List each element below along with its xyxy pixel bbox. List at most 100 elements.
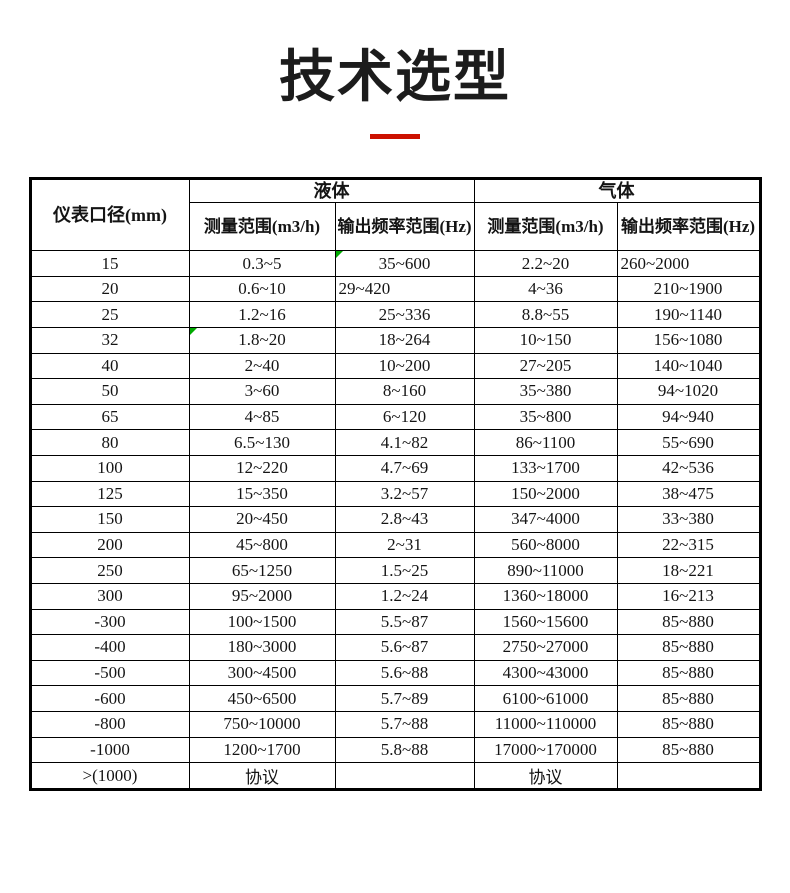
cell-value: 2.2~20 xyxy=(521,253,570,273)
gas-range-cell: 27~205 xyxy=(473,352,618,380)
cell-value: 65~1250 xyxy=(231,560,293,580)
cell-value: 40 xyxy=(101,355,119,375)
liquid-range-cell: 20~450 xyxy=(188,506,336,533)
diameter-cell: 40 xyxy=(29,352,190,380)
table-row: -300 100~1500 5.5~87 1560~15600 85~880 xyxy=(29,608,761,636)
gas-frequency-cell: 94~940 xyxy=(616,403,761,431)
liquid-frequency-cell: 5.7~89 xyxy=(334,685,475,712)
cell-value: 15 xyxy=(101,253,119,273)
diameter-cell: 300 xyxy=(29,582,190,610)
green-triangle-icon xyxy=(190,328,197,335)
cell-value: 260~2000 xyxy=(620,253,690,273)
table-row: 100 12~220 4.7~69 133~1700 42~536 xyxy=(29,454,761,482)
cell-value: 45~800 xyxy=(236,535,288,555)
page-title: 技术选型 xyxy=(279,45,511,108)
cell-value: 8~160 xyxy=(382,381,427,401)
liquid-frequency-cell: 1.5~25 xyxy=(334,557,475,584)
cell-value: 300~4500 xyxy=(227,663,297,683)
cell-value: 94~1020 xyxy=(657,381,719,401)
cell-value: 347~4000 xyxy=(511,509,580,529)
cell-value: 94~940 xyxy=(662,407,714,427)
liquid-frequency-header: 输出频率范围(Hz) xyxy=(334,202,475,252)
gas-frequency-cell: 85~880 xyxy=(616,736,761,764)
cell-value: 3~60 xyxy=(244,381,280,401)
gas-range-cell: 8.8~55 xyxy=(473,301,618,328)
table-row: 300 95~2000 1.2~24 1360~18000 16~213 xyxy=(29,582,761,610)
cell-value: 18~264 xyxy=(378,330,431,350)
diameter-cell: 15 xyxy=(29,250,190,277)
diameter-cell: -300 xyxy=(29,608,190,636)
gas-frequency-cell: 85~880 xyxy=(616,608,761,636)
diameter-cell: 50 xyxy=(29,378,190,405)
gas-frequency-cell: 18~221 xyxy=(616,557,761,584)
table-row: 20 0.6~10 29~420 4~36 210~1900 xyxy=(29,275,761,303)
cell-value: 10~200 xyxy=(378,355,431,375)
title-underline-bar xyxy=(370,133,420,139)
cell-value: 1200~1700 xyxy=(223,739,301,759)
cell-value: 85~880 xyxy=(662,663,714,683)
liquid-range-cell: 95~2000 xyxy=(188,582,336,610)
cell-value: 85~880 xyxy=(662,688,714,708)
cell-value: 1.8~20 xyxy=(238,330,286,350)
liquid-range-cell: 4~85 xyxy=(188,403,336,431)
cell-value: 35~800 xyxy=(519,407,572,427)
gas-frequency-cell: 16~213 xyxy=(616,582,761,610)
gas-range-cell: 11000~110000 xyxy=(473,710,618,738)
cell-value: 180~3000 xyxy=(227,637,297,657)
table-row: 32 1.8~20 18~264 10~150 156~1080 xyxy=(29,327,761,354)
liquid-frequency-cell: 10~200 xyxy=(334,352,475,380)
liquid-group-header: 液体 xyxy=(188,177,475,204)
cell-value: 25~336 xyxy=(378,304,431,324)
cell-value: 1360~18000 xyxy=(502,586,589,606)
liquid-range-cell: 协议 xyxy=(188,762,336,791)
cell-value: 1.2~24 xyxy=(380,586,429,606)
diameter-cell: 150 xyxy=(29,506,190,533)
liquid-frequency-cell: 25~336 xyxy=(334,301,475,328)
cell-value: 1.5~25 xyxy=(380,560,429,580)
cell-value: -500 xyxy=(94,663,126,683)
gas-frequency-cell: 190~1140 xyxy=(616,301,761,328)
liquid-range-cell: 45~800 xyxy=(188,531,336,559)
cell-value: 4~85 xyxy=(244,407,280,427)
cell-value: 85~880 xyxy=(662,637,714,657)
cell-value: 200 xyxy=(97,535,123,555)
gas-range-cell: 2750~27000 xyxy=(473,634,618,661)
liquid-range-cell: 0.6~10 xyxy=(188,275,336,303)
liquid-range-header: 测量范围(m3/h) xyxy=(188,202,336,252)
gas-frequency-cell: 85~880 xyxy=(616,710,761,738)
cell-value: 133~1700 xyxy=(511,458,580,478)
diameter-cell: -400 xyxy=(29,634,190,661)
cell-value: 2~40 xyxy=(244,355,280,375)
cell-value: 协议 xyxy=(528,768,563,788)
cell-value: 50 xyxy=(101,381,119,401)
cell-value: 4~36 xyxy=(528,279,563,299)
cell-value: 750~10000 xyxy=(223,714,301,734)
cell-value: 65 xyxy=(101,407,119,427)
table-row: >(1000) 协议 协议 xyxy=(29,762,761,791)
diameter-cell: 200 xyxy=(29,531,190,559)
cell-value: 450~6500 xyxy=(227,688,297,708)
diameter-cell: -1000 xyxy=(29,736,190,764)
table-row: 200 45~800 2~31 560~8000 22~315 xyxy=(29,531,761,559)
cell-value: -600 xyxy=(94,688,126,708)
cell-value: 85~880 xyxy=(662,714,714,734)
gas-range-cell: 133~1700 xyxy=(473,454,618,482)
diameter-cell: 125 xyxy=(29,480,190,508)
cell-value: 17000~170000 xyxy=(494,739,597,759)
cell-value: 5.7~88 xyxy=(380,714,429,734)
gas-range-cell: 2.2~20 xyxy=(473,250,618,277)
gas-frequency-cell xyxy=(616,762,761,791)
gas-range-cell: 17000~170000 xyxy=(473,736,618,764)
table-row: 15 0.3~5 35~600 2.2~20 260~2000 xyxy=(29,250,761,277)
gas-frequency-cell: 42~536 xyxy=(616,454,761,482)
cell-value: 1.2~16 xyxy=(238,304,286,324)
liquid-range-cell: 100~1500 xyxy=(188,608,336,636)
cell-value: 38~475 xyxy=(662,483,714,503)
gas-range-cell: 4300~43000 xyxy=(473,659,618,687)
liquid-range-cell: 450~6500 xyxy=(188,685,336,712)
gas-frequency-cell: 22~315 xyxy=(616,531,761,559)
table-row: 40 2~40 10~200 27~205 140~1040 xyxy=(29,352,761,380)
gas-frequency-cell: 55~690 xyxy=(616,429,761,456)
liquid-range-cell: 2~40 xyxy=(188,352,336,380)
group-header-row: 仪表口径(mm) 液体 气体 xyxy=(29,177,761,252)
